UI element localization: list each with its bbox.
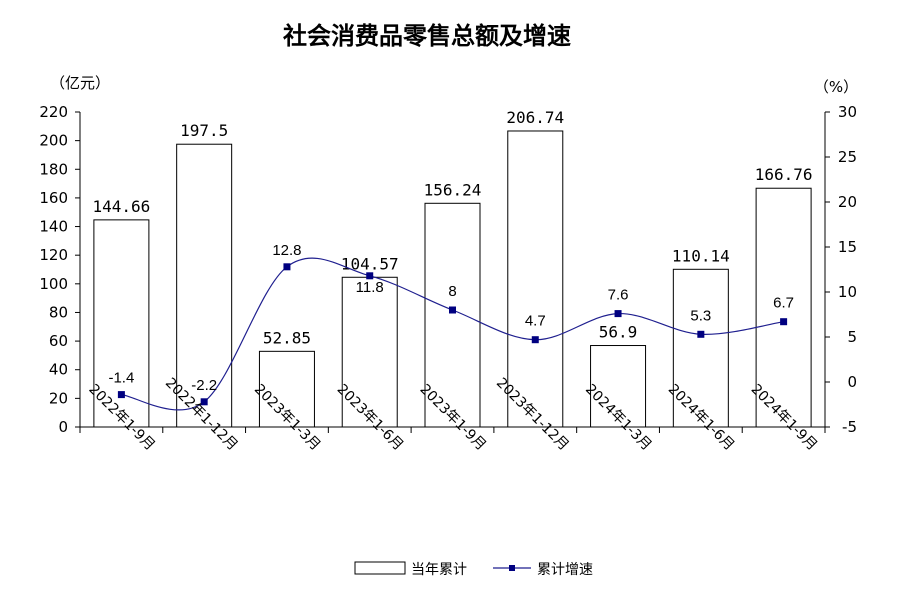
right-tick-label: 20 (838, 193, 857, 211)
line-series: -1.4 -2.2 12.8 11.8 8 4.7 7.6 5.3 6.7 (108, 242, 794, 411)
left-tick-label: 60 (49, 332, 68, 350)
left-tick-label: 140 (39, 218, 68, 236)
left-tick-label: 40 (49, 361, 68, 379)
bar-series: 144.66 197.5 52.85 104.57 156.24 206.74 56.9 11… (92, 108, 813, 428)
line-value-label: 11.8 (356, 279, 384, 296)
right-tick-label: 0 (847, 373, 857, 391)
left-tick-label: 200 (39, 132, 68, 150)
line-marker (697, 330, 705, 338)
bar-value-label: 56.9 (599, 323, 638, 342)
right-tick-label: 10 (838, 283, 857, 301)
right-tick-label: 25 (838, 148, 857, 166)
bar-value-label: 52.85 (263, 328, 311, 347)
right-tick-label: -5 (842, 418, 857, 436)
left-tick-label: 220 (39, 103, 68, 121)
bar-value-label: 197.5 (180, 121, 228, 140)
line-value-label: 6.7 (773, 295, 794, 312)
line-marker (614, 310, 622, 318)
chart-title: 社会消费品零售总额及增速 (283, 22, 571, 50)
bar-value-label: 104.57 (341, 254, 399, 273)
line-marker (117, 391, 125, 399)
left-tick-label: 160 (39, 189, 68, 207)
bar (590, 345, 647, 428)
right-tick-label: 15 (838, 238, 857, 256)
line-value-label: 4.7 (525, 313, 546, 330)
line-value-label: 8 (448, 283, 456, 300)
legend-bar-swatch (354, 561, 406, 575)
line-value-label: 7.6 (608, 287, 629, 304)
legend-line-label: 累计增速 (537, 562, 593, 578)
line-marker (283, 263, 291, 271)
bar (507, 130, 564, 428)
left-axis-unit: （亿元） (50, 74, 110, 92)
growth-line (121, 257, 784, 411)
right-tick-label: 30 (838, 103, 857, 121)
left-tick-label: 20 (49, 389, 68, 407)
bar (424, 202, 481, 428)
legend-bar-label: 当年累计 (411, 562, 467, 578)
left-tick-label: 80 (49, 303, 68, 321)
left-tick-label: 0 (58, 418, 68, 436)
line-value-label: -1.4 (108, 370, 134, 387)
left-tick-label: 180 (39, 160, 68, 178)
left-tick-label: 120 (39, 246, 68, 264)
line-marker (780, 318, 788, 326)
bar-value-label: 156.24 (424, 180, 482, 199)
bar (672, 268, 729, 428)
line-marker (449, 306, 456, 314)
legend: 当年累计 累计增速 (354, 561, 593, 578)
bar (258, 350, 315, 428)
line-value-label: 12.8 (272, 242, 301, 259)
line-marker (200, 398, 208, 406)
line-value-label: 5.3 (690, 307, 711, 324)
legend-line-marker (509, 565, 515, 571)
right-axis-unit: （%） (814, 78, 858, 96)
line-value-label: -2.2 (191, 377, 217, 394)
bar-value-label: 144.66 (92, 197, 150, 216)
left-tick-label: 100 (39, 275, 68, 293)
bar-value-label: 166.76 (755, 165, 813, 184)
axes: 0 20 40 60 80 100 120 140 160 180 200 220 -5 0 5 10 15 20… (39, 103, 857, 436)
right-tick-label: 5 (847, 328, 857, 346)
line-marker (531, 336, 539, 344)
bar-value-label: 110.14 (672, 246, 730, 265)
bar (755, 187, 812, 428)
line-marker (366, 272, 374, 280)
bar-value-label: 206.74 (506, 108, 564, 127)
